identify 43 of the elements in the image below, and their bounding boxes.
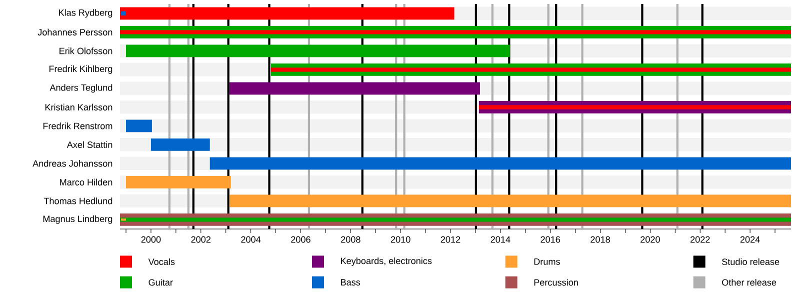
x-tick-label: 2004 xyxy=(241,236,261,243)
bar xyxy=(126,176,231,188)
y-tick-label: Magnus Lindberg xyxy=(43,215,112,224)
y-tick-label: Fredrik Renstrom xyxy=(43,122,112,130)
bar xyxy=(126,120,152,132)
legend-label: Bass xyxy=(341,279,360,286)
x-tick-label: 2008 xyxy=(341,236,360,243)
y-tick-label: Erik Olofsson xyxy=(60,48,112,54)
legend-label: Other release xyxy=(722,279,776,286)
legend-label: Guitar xyxy=(148,279,173,286)
y-tick-label: Klas Rydberg xyxy=(59,9,112,18)
bar xyxy=(229,194,791,208)
bar xyxy=(478,105,791,110)
x-tick-label: 2002 xyxy=(191,236,211,243)
bar xyxy=(271,68,791,72)
legend-label: Drums xyxy=(534,258,560,265)
x-tick-label: 2006 xyxy=(291,236,310,243)
x-tick-label: 2024 xyxy=(740,236,760,243)
x-tick-label: 2020 xyxy=(640,236,660,243)
x-tick-label: 2000 xyxy=(141,236,161,243)
bar xyxy=(150,138,210,151)
y-tick-label: Andreas Johansson xyxy=(32,160,112,167)
legend-label: Keyboards, electronics xyxy=(341,257,432,266)
legend-label: Studio release xyxy=(722,258,780,265)
y-tick-label: Axel Stattin xyxy=(66,141,112,148)
x-tick-label: 2016 xyxy=(540,236,560,243)
y-tick-label: Marco Hilden xyxy=(60,178,112,186)
bar xyxy=(120,30,791,34)
x-tick-label: 2022 xyxy=(690,236,710,243)
legend-label: Vocals xyxy=(148,258,175,265)
y-tick-label: Fredrik Kihlberg xyxy=(49,65,112,74)
y-tick-label: Kristian Karlsson xyxy=(45,104,112,110)
y-tick-label: Anders Teglund xyxy=(50,84,112,93)
y-tick-label: Johannes Persson xyxy=(38,28,112,36)
x-tick-label: 2014 xyxy=(490,236,510,243)
x-tick-label: 2012 xyxy=(440,236,460,243)
legend-label: Percussion xyxy=(534,279,578,286)
y-tick-label: Thomas Hedlund xyxy=(44,198,112,204)
bar xyxy=(210,157,791,170)
bar xyxy=(126,44,510,58)
x-tick-label: 2010 xyxy=(390,236,410,243)
x-tick-label: 2018 xyxy=(590,236,610,243)
bar xyxy=(229,82,480,95)
